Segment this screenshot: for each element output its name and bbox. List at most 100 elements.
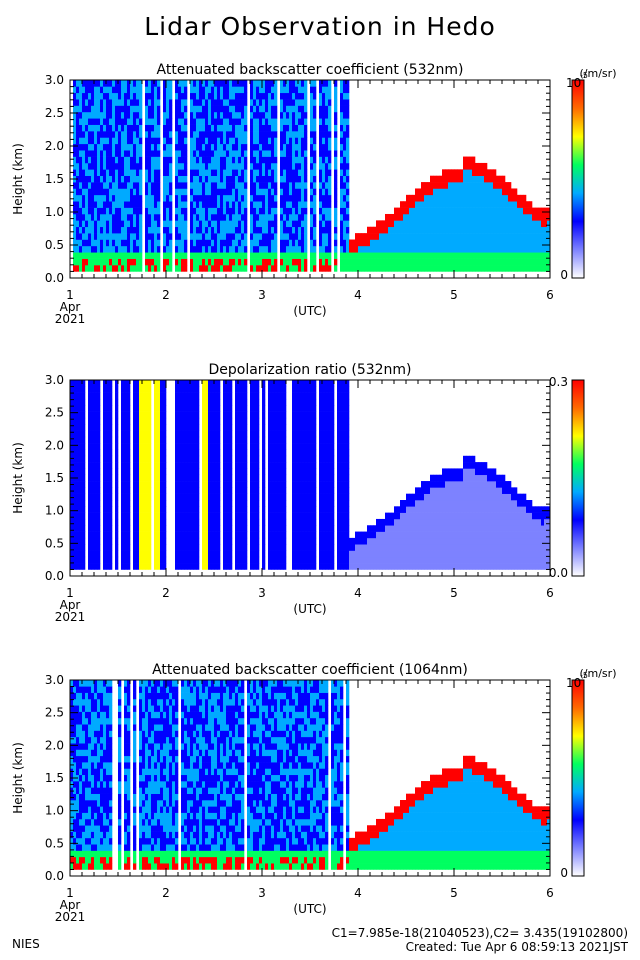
heatmap-cell <box>70 518 74 526</box>
heatmap-cell <box>229 537 233 545</box>
heatmap-cell <box>235 386 239 393</box>
heatmap-cell <box>160 481 164 488</box>
heatmap-cell <box>265 175 269 183</box>
heatmap-cell <box>196 506 200 513</box>
heatmap-cell <box>205 436 209 444</box>
heatmap-cell <box>139 518 143 526</box>
heatmap-cell <box>334 265 338 272</box>
heatmap-cell <box>283 99 287 106</box>
heatmap-cell <box>235 258 239 266</box>
heatmap-cell <box>190 182 194 189</box>
heatmap-cell <box>265 245 269 253</box>
heatmap-cell <box>244 169 248 176</box>
heatmap-cell <box>415 207 419 215</box>
heatmap-cell <box>157 392 161 400</box>
heatmap-cell <box>157 411 161 419</box>
heatmap-cell <box>490 169 494 176</box>
heatmap-cell <box>343 143 347 151</box>
heatmap-cell <box>88 386 92 393</box>
heatmap-cell <box>286 86 290 94</box>
heatmap-cell <box>265 207 269 215</box>
heatmap-cell <box>202 143 206 151</box>
heatmap-cell <box>160 525 164 532</box>
heatmap-cell <box>160 386 164 393</box>
heatmap-cell <box>148 150 152 157</box>
heatmap-cell <box>241 449 245 457</box>
heatmap-cell <box>142 563 146 570</box>
heatmap-cell <box>205 462 209 469</box>
heatmap-cell <box>340 213 344 221</box>
heatmap-cell <box>235 518 239 526</box>
heatmap-cell <box>151 265 155 272</box>
heatmap-cell <box>82 137 86 145</box>
heatmap-cell <box>448 169 452 176</box>
heatmap-cell <box>169 194 173 202</box>
heatmap-cell <box>286 143 290 151</box>
heatmap-cell <box>79 537 83 545</box>
heatmap-cell <box>163 265 167 272</box>
heatmap-cell <box>103 518 107 526</box>
heatmap-cell <box>157 252 161 259</box>
heatmap-cell <box>484 226 488 234</box>
x-month-label: Apr <box>60 300 81 314</box>
heatmap-cell <box>223 226 227 234</box>
heatmap-cell <box>163 525 167 532</box>
heatmap-cell <box>544 207 548 215</box>
heatmap-cell <box>106 86 110 94</box>
heatmap-cell <box>82 213 86 221</box>
heatmap-cell <box>235 92 239 100</box>
heatmap-cell <box>115 162 119 170</box>
heatmap-cell <box>256 449 260 457</box>
heatmap-cell <box>190 105 194 113</box>
heatmap-cell <box>406 258 410 266</box>
heatmap-cell <box>223 207 227 215</box>
heatmap-cell <box>388 220 392 228</box>
heatmap-cell <box>76 156 80 164</box>
heatmap-cell <box>214 131 218 138</box>
heatmap-cell <box>262 118 266 125</box>
heatmap-cell <box>178 487 182 494</box>
heatmap-cell <box>109 424 113 431</box>
heatmap-cell <box>139 443 143 450</box>
heatmap-cell <box>535 239 539 247</box>
heatmap-cell <box>472 258 476 266</box>
heatmap-cell <box>91 175 95 183</box>
heatmap-cell <box>148 563 152 570</box>
heatmap-cell <box>220 86 224 94</box>
heatmap-cell <box>298 131 302 138</box>
heatmap-cell <box>121 455 125 463</box>
heatmap-cell <box>475 207 479 215</box>
heatmap-cell <box>448 182 452 189</box>
heatmap-cell <box>340 245 344 253</box>
heatmap-cell <box>466 162 470 170</box>
heatmap-cell <box>190 430 194 438</box>
heatmap-cell <box>94 392 98 400</box>
heatmap-cell <box>217 531 221 539</box>
heatmap-cell <box>361 245 365 253</box>
heatmap-cell <box>211 252 215 259</box>
heatmap-cell <box>73 430 77 438</box>
heatmap-cell <box>283 245 287 253</box>
heatmap-cell <box>424 194 428 202</box>
heatmap-cell <box>211 518 215 526</box>
heatmap-cell <box>322 252 326 259</box>
heatmap-cell <box>469 233 473 240</box>
heatmap-cell <box>184 468 188 476</box>
heatmap-cell <box>187 417 191 425</box>
heatmap-cell <box>346 258 350 266</box>
heatmap-cell <box>100 194 104 202</box>
heatmap-cell <box>79 169 83 176</box>
heatmap-cell <box>253 194 257 202</box>
heatmap-cell <box>298 252 302 259</box>
heatmap-cell <box>190 233 194 240</box>
heatmap-cell <box>82 156 86 164</box>
heatmap-cell <box>256 239 260 247</box>
heatmap-cell <box>124 105 128 113</box>
heatmap-cell <box>118 92 122 100</box>
heatmap-cell <box>118 213 122 221</box>
heatmap-cell <box>94 386 98 393</box>
heatmap-cell <box>391 265 395 272</box>
heatmap-cell <box>85 162 89 170</box>
heatmap-cell <box>100 252 104 259</box>
heatmap-cell <box>79 118 83 125</box>
